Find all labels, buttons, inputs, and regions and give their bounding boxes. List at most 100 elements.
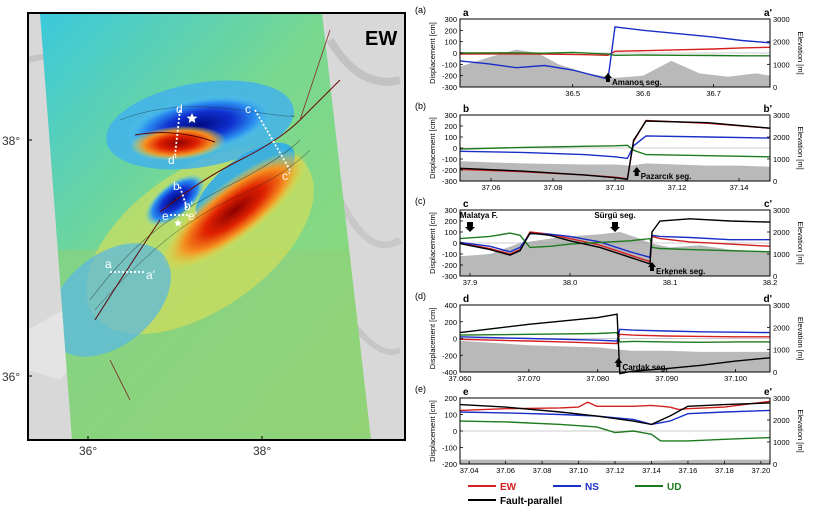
label-e: e [162,209,169,223]
elev-tick-label: 2000 [773,38,790,47]
y-axis-title: Displacement [cm] [428,212,437,274]
annotation-label: Erkenek seg. [656,267,705,276]
component-badge: EW [365,28,397,50]
label-d-prime: d' [168,153,177,167]
legend-item-fault-parallel: Fault-parallel [468,496,562,507]
profile-panel-b: (b)-300-200-1000100200300010002000300037… [415,101,805,192]
profile-labels: d d' c c' b b' e e' a a' [105,102,290,282]
profile-panel-d: (d) -400 -200 0 200 400 0 1000 2000 3000 37.060 37.… [415,291,805,383]
y-tick-label: 200 [444,217,457,226]
map-panel: d d' c c' b b' e e' a a' EW 38° 36° 36° … [2,12,406,458]
y-tick-label: 100 [444,133,457,142]
x-tick-label: 37.08 [533,466,552,475]
x-tick-label: 37.10 [606,183,625,192]
series-ew [459,46,771,57]
elev-axis-title: Elevation [m] [796,31,805,74]
legend: EW NS UD Fault-parallel [468,482,681,507]
elev-tick-label: 3000 [773,206,790,215]
elev-tick-label: 1000 [773,60,790,69]
y-axis-title: Displacement [cm] [428,308,437,370]
arrow-down-icon [610,222,620,232]
label-e-prime: e' [188,209,197,223]
legend-label: NS [585,482,599,493]
elev-tick-label: 2000 [773,228,790,237]
profile-end-label: d' [764,294,773,305]
annotation-label: Malatya F. [460,211,498,220]
lon-label-36: 36° [79,444,97,458]
y-tick-label: 200 [444,318,457,327]
label-a: a [105,257,112,271]
profile-line-c [254,109,291,171]
series-ew [459,231,771,263]
panel-tag: (e) [415,384,426,394]
elev-tick-label: 0 [773,368,777,377]
fault-traces [94,29,341,401]
y-tick-label: 200 [444,122,457,131]
elev-tick-label: 1000 [773,346,790,355]
series-fault-parallel [459,218,771,265]
arrow-up-icon [648,262,656,271]
annotation-label: Çardak seg. [622,363,667,372]
y-tick-label: 0 [453,239,457,248]
x-tick-label: 37.04 [460,466,479,475]
profile-end-label: b' [764,104,773,115]
panel-tag: (c) [415,196,426,206]
x-tick-label: 37.070 [517,374,540,383]
series-ns [459,409,771,426]
y-tick-label: -400 [442,368,457,377]
y-tick-label: 100 [444,38,457,47]
elev-tick-label: 0 [773,83,777,92]
x-tick-label: 36.5 [565,89,580,98]
arrow-down-icon [465,222,475,232]
profile-start-label: b [463,104,469,115]
annotation-label: Amanos seg. [612,78,662,87]
annotation-label: Sürgü seg. [594,211,635,220]
legend-item-ud: UD [635,482,681,493]
x-tick-label: 37.14 [642,466,661,475]
profile-start-label: a [463,8,469,19]
profile-start-label: c [463,199,469,210]
label-c-prime: c' [282,169,290,183]
annotation-label: Pazarcık seg. [641,172,692,181]
panel-tag: (b) [415,101,426,111]
profile-end-label: e' [764,387,772,398]
map-frame [27,12,406,441]
y-axis-title: Displacement [cm] [428,400,437,462]
elev-tick-label: 3000 [773,301,790,310]
elev-axis-title: Elevation [m] [796,409,805,452]
x-tick-label: 37.090 [655,374,678,383]
series-ud [459,144,771,158]
series-ud [459,232,771,253]
elev-tick-label: 2000 [773,323,790,332]
epicenter-star-south [174,219,182,227]
x-tick-label: 37.20 [751,466,770,475]
panel-tag: (a) [415,5,426,15]
elev-tick-label: 3000 [773,15,790,24]
annotation: Amanos seg. [603,73,662,87]
profile-start-label: e [463,387,469,398]
y-tick-label: 300 [444,111,457,120]
series-fault-parallel [459,313,771,375]
elev-tick-label: 1000 [773,250,790,259]
panel-tag: (d) [415,291,426,301]
y-tick-label: -200 [442,72,457,81]
elevation-area [460,49,770,87]
y-tick-label: -200 [442,460,457,469]
elev-tick-label: 3000 [773,394,790,403]
lat-label-36: 36° [2,370,20,384]
elev-tick-label: 2000 [773,416,790,425]
legend-label: Fault-parallel [500,496,562,507]
label-c: c [245,102,251,116]
y-tick-label: -300 [442,272,457,281]
series-ew [459,400,771,412]
y-tick-label: -200 [442,261,457,270]
lat-label-38: 38° [2,134,20,148]
x-tick-label: 38.2 [763,278,778,287]
elev-axis-title: Elevation [m] [796,126,805,169]
annotation: Sürgü seg. [594,211,636,232]
elevation-area [460,161,770,181]
profile-lines [110,109,291,273]
legend-label: EW [500,482,517,493]
legend-label: UD [667,482,681,493]
